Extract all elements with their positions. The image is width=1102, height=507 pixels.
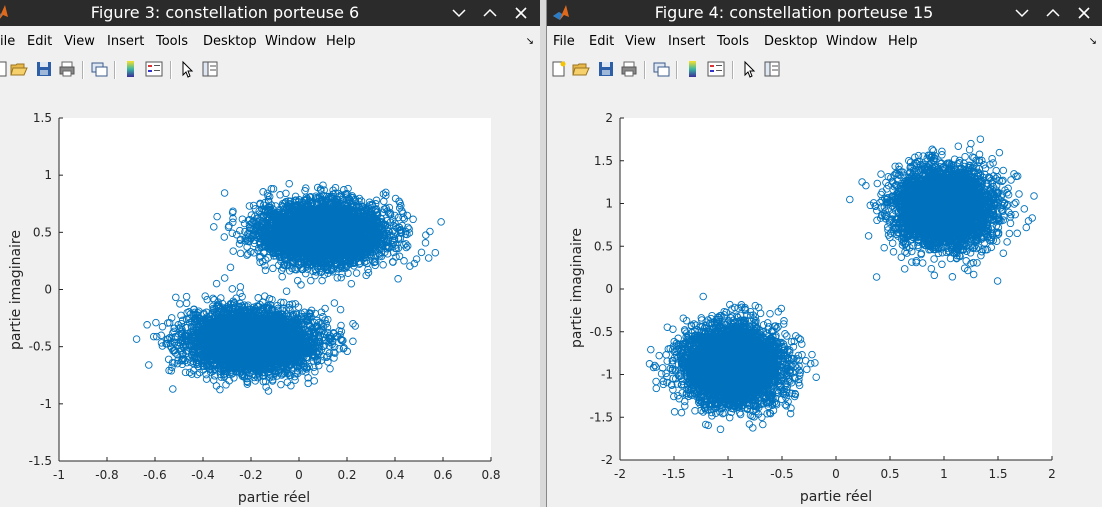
scatter-point	[259, 188, 267, 196]
scatter-point	[333, 274, 342, 282]
figure-window-3: Figure 3: constellation porteuse 6 ile E…	[0, 0, 540, 507]
scatter-point	[261, 266, 270, 275]
menu-help[interactable]: Help	[326, 34, 356, 49]
scatter-points	[59, 118, 491, 461]
plot-area	[59, 118, 491, 461]
scatter-point	[269, 185, 278, 193]
new-figure-icon[interactable]	[0, 60, 10, 78]
legend-icon[interactable]	[145, 60, 163, 78]
open-file-icon[interactable]	[10, 60, 28, 78]
pointer-icon[interactable]	[178, 60, 196, 78]
scatter-point	[285, 179, 293, 188]
figure-toolbar	[0, 57, 540, 83]
menu-view[interactable]: View	[64, 34, 95, 49]
scatter-point	[431, 248, 440, 257]
colorbar-icon[interactable]	[122, 60, 140, 78]
toolbar-separator	[82, 61, 84, 79]
title-bar[interactable]: Figure 3: constellation porteuse 6	[0, 0, 540, 26]
scatter-point	[424, 254, 433, 262]
scatter-point	[412, 255, 421, 263]
toolbar-separator	[170, 61, 172, 79]
property-inspector-icon[interactable]	[201, 60, 219, 78]
scatter-point	[331, 183, 340, 192]
scatter-point	[400, 215, 409, 223]
scatter-point	[226, 263, 235, 272]
scatter-point	[235, 240, 244, 248]
scatter-point	[210, 223, 218, 231]
close-button[interactable]	[505, 0, 536, 26]
save-icon[interactable]	[35, 60, 53, 78]
scatter-plot[interactable]: -1 -0.8 -0.6 -0.4 -0.2 0 0.2 0.4 0.6 0.8-1.5-1-0.…	[0, 86, 540, 507]
close-icon	[514, 7, 527, 19]
scatter-point	[282, 189, 290, 198]
matlab-logo-icon[interactable]	[0, 3, 10, 23]
scatter-point	[220, 189, 229, 197]
menu-window[interactable]: Window	[265, 34, 317, 49]
print-icon[interactable]	[58, 60, 76, 78]
scatter-point	[241, 227, 249, 236]
figure-canvas[interactable]: -1 -0.8 -0.6 -0.4 -0.2 0 0.2 0.4 0.6 0.8 -1.5 -1 -0.…	[0, 86, 540, 507]
menu-bar: ile Edit View Insert Tools Desktop Windo…	[0, 30, 540, 54]
scatter-point	[410, 259, 419, 268]
scatter-point	[250, 249, 258, 257]
scatter-point	[220, 233, 229, 241]
scatter-point	[372, 196, 381, 205]
menu-insert[interactable]: Insert	[107, 34, 145, 49]
minimize-icon	[451, 9, 466, 18]
link-figure-icon[interactable]	[90, 60, 108, 78]
window-title: Figure 3: constellation porteuse 6	[90, 3, 360, 22]
scatter-point	[344, 269, 352, 277]
scatter-point	[307, 276, 315, 285]
scatter-point	[269, 264, 277, 273]
menu-file[interactable]: ile	[0, 34, 16, 49]
toolbar-separator	[114, 61, 116, 79]
menu-tools[interactable]: Tools	[156, 34, 189, 49]
minimize-button[interactable]	[443, 0, 474, 26]
scatter-point	[401, 230, 410, 238]
maximize-icon	[482, 8, 497, 17]
dock-arrow-icon[interactable]: ↘	[525, 36, 534, 47]
menu-edit[interactable]: Edit	[27, 34, 53, 49]
scatter-point	[395, 252, 404, 261]
scatter-point	[392, 253, 400, 261]
menu-desktop[interactable]: Desktop	[203, 34, 257, 49]
scatter-point	[229, 247, 237, 255]
maximize-button[interactable]	[474, 0, 505, 26]
